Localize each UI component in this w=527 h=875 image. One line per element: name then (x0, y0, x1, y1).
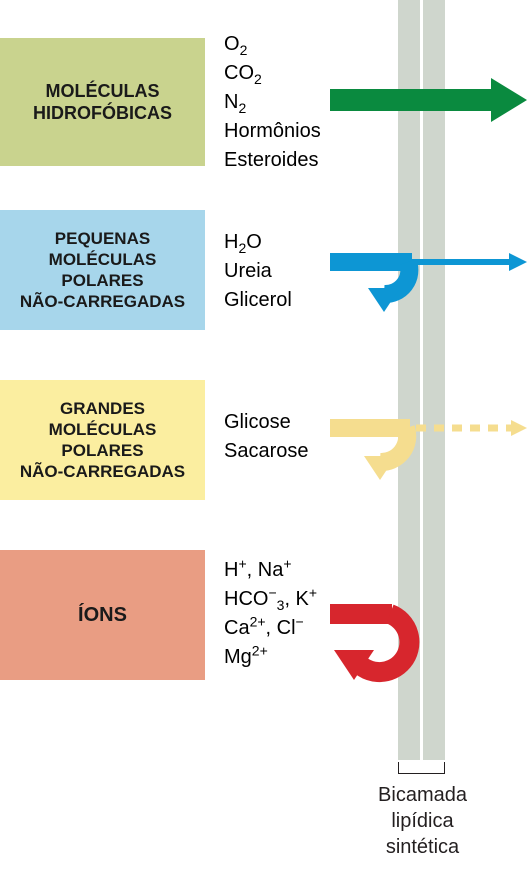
membrane-caption: Bicamadalipídicasintética (350, 782, 495, 860)
membrane-bracket (398, 762, 445, 774)
arrow-ions (0, 514, 527, 714)
arrow-large-polar (0, 328, 527, 528)
